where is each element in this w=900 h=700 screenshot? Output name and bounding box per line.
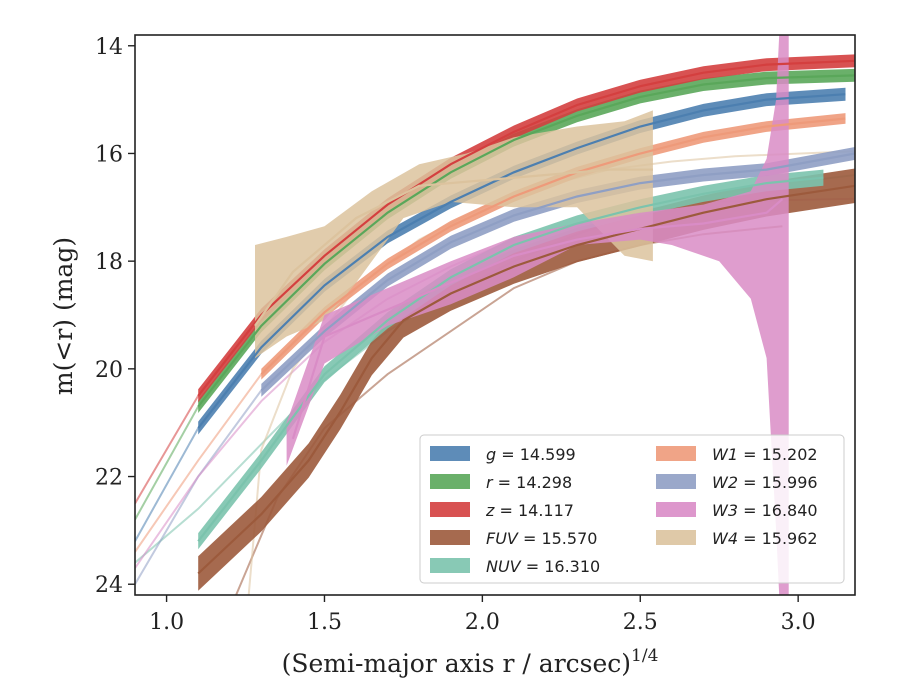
extrapolation-curve-r [135,406,200,521]
legend-label-fuv: FUV = 15.570 [486,529,597,548]
legend-variable-nuv: NUV [486,557,522,576]
legend-variable-w1: W1 [712,445,738,464]
legend-swatch-w1 [656,446,696,461]
y-tick-label: 24 [95,573,123,598]
legend-swatch-w4 [656,530,696,545]
legend-variable-g: g [486,445,496,464]
legend-label-w3: W3 = 16.840 [712,501,818,520]
x-tick-label: 1.0 [149,610,184,635]
legend-swatch-nuv [430,558,470,573]
legend-label-w2: W2 = 15.996 [712,473,818,492]
legend-swatch-g [430,446,470,461]
legend-variable-w3: W3 [712,501,738,520]
plot-area [135,35,855,595]
uncertainty-envelope-w3 [286,35,789,595]
legend-label-nuv: NUV = 16.310 [486,557,600,576]
x-axis-label-exponent: 1/4 [631,646,658,666]
profile-line-w3 [291,198,784,440]
legend-value-g: = 14.599 [496,445,576,464]
x-tick-label: 1.5 [307,610,342,635]
x-tick-label: 3.0 [781,610,816,635]
x-axis-label: (Semi-major axis r / arcsec)1/4 [282,646,659,678]
legend-variable-w4: W4 [712,529,738,548]
y-tick-label: 20 [95,358,123,383]
profile-line-z [197,59,855,397]
legend-value-nuv: = 16.310 [521,557,601,576]
legend-label-w4: W4 = 15.962 [712,529,818,548]
legend-value-w3: = 16.840 [738,501,818,520]
legend-swatch-w2 [656,474,696,489]
y-axis-label: m(<r) (mag) [49,237,78,395]
legend-value-w1: = 15.202 [738,445,818,464]
legend-variable-fuv: FUV [486,529,519,548]
profile-line-g [197,93,846,429]
x-tick-label: 2.0 [465,610,500,635]
legend-swatch-w3 [656,502,696,517]
legend-swatch-z [430,502,470,517]
plot-frame [134,34,856,596]
y-tick-label: 18 [95,250,123,275]
legend-value-w2: = 15.996 [738,473,818,492]
profile-line-fuv [197,184,855,575]
profile-curves [197,59,855,575]
profile-line-w4 [254,168,653,327]
extrapolation-curve-w1 [135,373,263,553]
extrapolation-curve-z [135,395,200,505]
x-axis-label-text: (Semi-major axis r / arcsec) [282,649,631,678]
profile-line-w2 [260,152,855,392]
uncertainty-band-z [198,54,855,403]
legend-variable-z: z [485,501,495,520]
legend-swatch-fuv [430,530,470,545]
extrapolation-curve-g [135,427,200,542]
legend-label-r: r = 14.298 [486,473,572,492]
legend-variable-r: r [486,473,494,492]
legend-value-fuv: = 15.570 [518,529,598,548]
y-tick-label: 14 [95,35,123,60]
legend-value-r: = 14.298 [493,473,573,492]
legend-value-z: = 14.117 [494,501,574,520]
y-tick-label: 22 [95,466,123,491]
y-tick-label: 16 [95,142,123,167]
legend-variable-w2: W2 [712,473,738,492]
x-tick-label: 2.5 [623,610,658,635]
legend-label-w1: W1 = 15.202 [712,445,818,464]
legend-label-z: z = 14.117 [485,501,574,520]
y-axis-ticks: 14 16 18 20 22 24 [95,35,135,598]
legend-value-w4: = 15.962 [738,529,818,548]
profile-line-w1 [260,117,846,375]
legend-swatch-r [430,474,470,489]
profile-line-r [197,74,855,408]
legend-box [419,434,845,584]
uncertainty-envelope-w4 [255,110,653,504]
legend-label-g: g = 14.599 [486,445,576,464]
x-axis-ticks: 1.0 1.5 2.0 2.5 3.0 [149,595,816,635]
